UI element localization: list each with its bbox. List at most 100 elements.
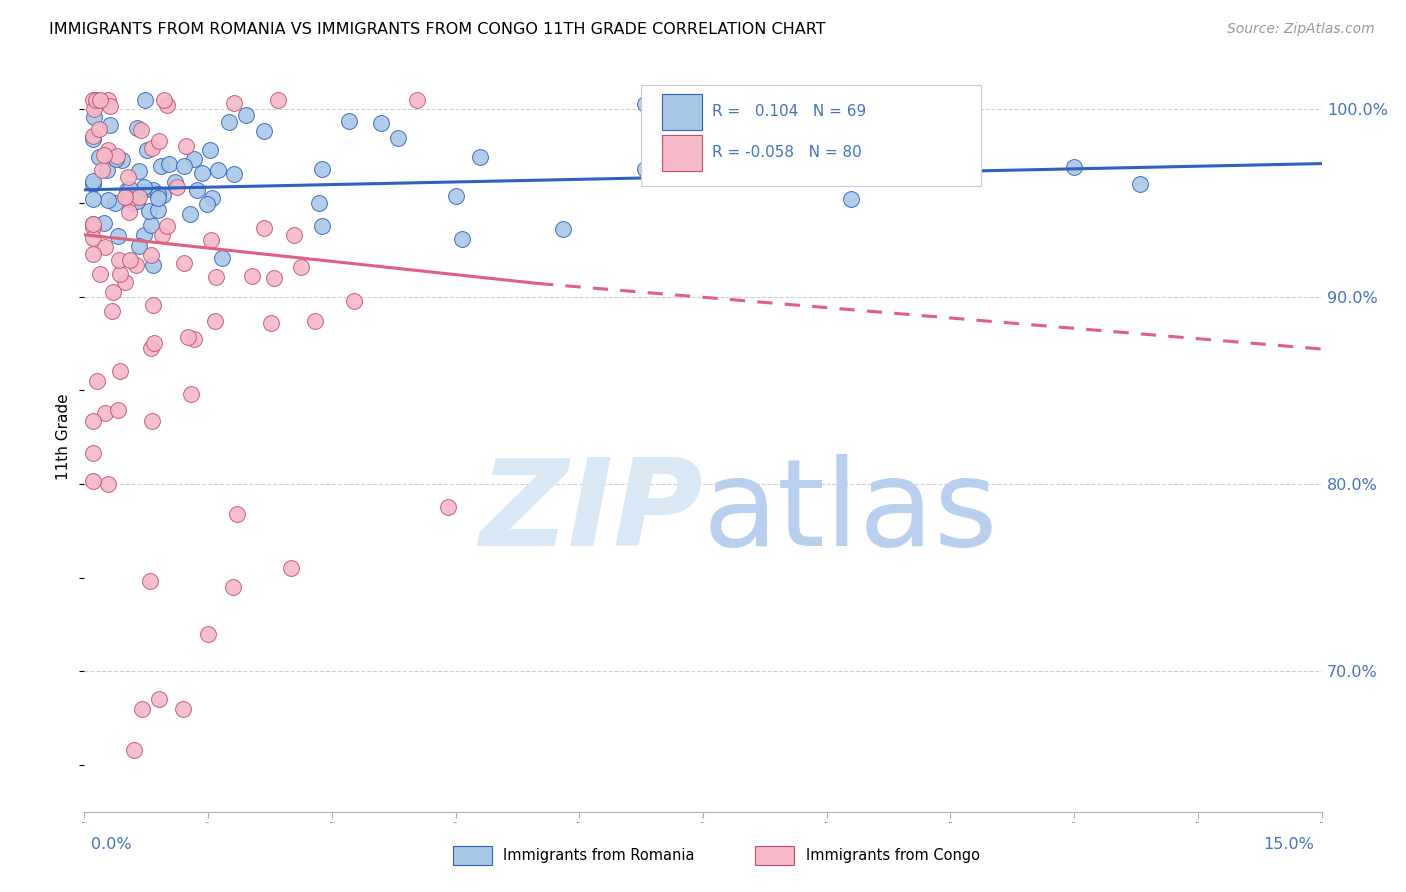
Point [183, 152, 205, 166]
Point [82, 177, 104, 191]
Point [96, 163, 118, 178]
Point [101, 285, 124, 299]
Point [94, 240, 117, 254]
Point [118, 193, 141, 207]
Point [120, 182, 142, 196]
Point [183, 332, 205, 346]
Point [97, 476, 120, 491]
Point [129, 123, 152, 137]
Point [86, 374, 108, 388]
Point [343, 293, 366, 308]
Point [141, 414, 163, 428]
Point [97, 143, 120, 157]
Point [118, 192, 141, 206]
Point [263, 271, 285, 285]
Point [134, 93, 156, 107]
Point [87, 150, 110, 164]
Point [128, 189, 150, 203]
Point [83, 110, 105, 124]
Point [437, 500, 460, 515]
Text: Immigrants from Congo: Immigrants from Congo [806, 848, 980, 863]
Point [93, 148, 115, 162]
Point [224, 168, 246, 182]
Point [83, 102, 105, 116]
Point [165, 175, 187, 189]
Point [146, 187, 169, 202]
Point [128, 239, 150, 253]
Point [174, 139, 197, 153]
Point [94, 405, 117, 419]
Point [405, 93, 427, 107]
Point [132, 228, 155, 243]
Point [470, 149, 492, 163]
Point [82, 445, 104, 459]
Point [93, 216, 115, 230]
Text: R = -0.058   N = 80: R = -0.058 N = 80 [711, 145, 862, 160]
Point [114, 275, 136, 289]
Point [218, 115, 240, 129]
Point [82, 93, 104, 107]
Text: atlas: atlas [703, 453, 998, 571]
Point [118, 204, 141, 219]
Point [172, 701, 194, 715]
Point [156, 219, 179, 233]
Point [105, 149, 128, 163]
Point [107, 229, 129, 244]
Point [204, 313, 226, 327]
Point [117, 170, 139, 185]
Point [97, 193, 120, 207]
Point [157, 156, 180, 170]
Text: IMMIGRANTS FROM ROMANIA VS IMMIGRANTS FROM CONGO 11TH GRADE CORRELATION CHART: IMMIGRANTS FROM ROMANIA VS IMMIGRANTS FR… [49, 22, 825, 37]
Point [122, 743, 145, 757]
Point [634, 161, 657, 176]
Point [82, 474, 104, 488]
Point [98, 99, 121, 113]
Point [142, 298, 165, 312]
Point [125, 258, 148, 272]
Point [82, 217, 104, 231]
Point [107, 252, 129, 267]
Point [205, 269, 228, 284]
Point [84, 93, 107, 107]
Point [82, 193, 104, 207]
Point [141, 140, 163, 154]
Point [197, 627, 219, 641]
Point [143, 336, 166, 351]
Point [139, 574, 162, 589]
Point [105, 153, 128, 167]
Point [280, 561, 302, 575]
Point [304, 314, 326, 328]
Point [131, 186, 153, 200]
Point [283, 227, 305, 242]
Point [82, 128, 104, 143]
Point [173, 255, 195, 269]
Point [127, 194, 149, 208]
Point [173, 159, 195, 173]
Point [82, 131, 104, 145]
Point [128, 163, 150, 178]
Point [90, 163, 112, 178]
Point [253, 124, 276, 138]
Point [82, 231, 104, 245]
Point [551, 222, 574, 236]
Point [260, 316, 283, 330]
Point [387, 131, 409, 145]
Point [148, 134, 170, 148]
Point [114, 190, 136, 204]
Point [100, 303, 122, 318]
Point [451, 232, 474, 246]
Point [634, 97, 657, 112]
Point [1063, 160, 1085, 174]
Point [207, 162, 229, 177]
Point [370, 115, 392, 129]
Text: ZIP: ZIP [479, 453, 703, 571]
Point [146, 191, 169, 205]
Point [311, 219, 333, 234]
Point [111, 153, 134, 167]
Point [120, 188, 142, 202]
Point [97, 93, 120, 107]
Point [195, 197, 218, 211]
Point [235, 107, 257, 121]
Point [444, 189, 467, 203]
Point [150, 228, 173, 243]
